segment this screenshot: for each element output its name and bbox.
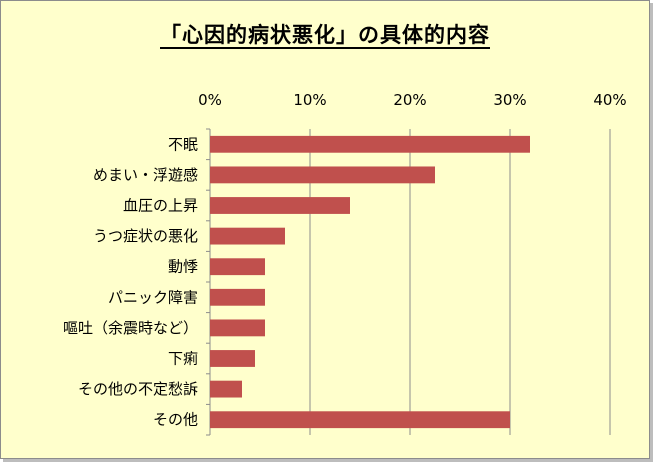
bar — [210, 411, 510, 429]
category-label: うつ症状の悪化 — [93, 227, 198, 245]
x-tick-label: 20% — [393, 91, 426, 109]
bar — [210, 135, 530, 153]
category-label: 下痢 — [168, 350, 198, 368]
x-tick-label: 30% — [493, 91, 526, 109]
chart-title: 「心因的病状悪化」の具体的内容 — [160, 23, 490, 47]
category-label: 動悸 — [168, 258, 198, 276]
category-label: その他の不定愁訴 — [78, 380, 198, 398]
category-label: その他 — [153, 411, 198, 429]
bar — [210, 197, 350, 214]
category-label: めまい・浮遊感 — [93, 166, 198, 184]
bar — [210, 380, 242, 398]
category-label: 血圧の上昇 — [123, 197, 198, 215]
x-tick-label: 40% — [593, 91, 626, 109]
bar — [210, 319, 265, 337]
category-label: パニック障害 — [108, 288, 198, 306]
category-label: 不眠 — [168, 135, 198, 153]
x-tick-label: 0% — [198, 91, 222, 109]
bar — [210, 288, 265, 306]
bar — [210, 258, 265, 276]
bar — [210, 166, 435, 184]
category-label: 嘔吐（余震時など） — [63, 319, 198, 337]
bar — [210, 227, 285, 245]
x-tick-label: 10% — [293, 91, 326, 109]
bar — [210, 350, 255, 367]
